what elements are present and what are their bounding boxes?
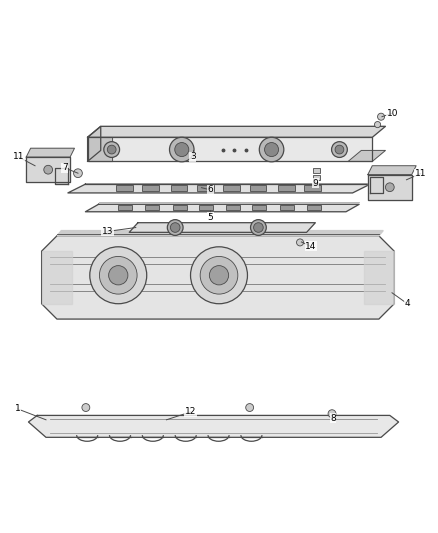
Polygon shape xyxy=(26,157,70,182)
Circle shape xyxy=(259,138,284,162)
Circle shape xyxy=(209,265,229,285)
Circle shape xyxy=(251,220,266,236)
Bar xyxy=(197,185,214,191)
Circle shape xyxy=(74,169,82,177)
Bar xyxy=(171,185,187,191)
Bar xyxy=(280,205,294,210)
Polygon shape xyxy=(68,184,370,193)
Polygon shape xyxy=(129,223,315,232)
Circle shape xyxy=(109,265,128,285)
Polygon shape xyxy=(368,166,416,174)
Polygon shape xyxy=(348,150,385,161)
Polygon shape xyxy=(26,148,74,157)
Circle shape xyxy=(170,223,180,232)
Bar xyxy=(252,205,266,210)
Circle shape xyxy=(378,113,385,120)
Polygon shape xyxy=(370,177,383,193)
Circle shape xyxy=(99,256,137,294)
Bar xyxy=(307,205,321,210)
Circle shape xyxy=(107,145,116,154)
Polygon shape xyxy=(42,251,72,304)
Circle shape xyxy=(246,403,254,411)
Polygon shape xyxy=(57,231,383,236)
Polygon shape xyxy=(42,236,394,319)
Bar xyxy=(313,167,320,173)
Polygon shape xyxy=(368,174,412,200)
Circle shape xyxy=(167,220,183,236)
Bar xyxy=(118,205,132,210)
Text: 7: 7 xyxy=(62,164,68,173)
Circle shape xyxy=(265,142,279,157)
Polygon shape xyxy=(28,415,399,437)
Circle shape xyxy=(90,247,147,304)
Polygon shape xyxy=(88,138,112,161)
Text: 11: 11 xyxy=(415,169,426,178)
Text: 3: 3 xyxy=(190,152,196,161)
Polygon shape xyxy=(364,251,394,304)
Bar xyxy=(313,174,320,180)
Polygon shape xyxy=(88,126,101,161)
Bar xyxy=(278,185,295,191)
Bar xyxy=(145,205,159,210)
Circle shape xyxy=(200,256,238,294)
Text: 4: 4 xyxy=(405,299,410,308)
Circle shape xyxy=(335,145,344,154)
Text: 10: 10 xyxy=(387,109,398,118)
Circle shape xyxy=(82,403,90,411)
Bar xyxy=(226,205,240,210)
Circle shape xyxy=(104,142,120,157)
Circle shape xyxy=(175,142,189,157)
Polygon shape xyxy=(88,126,385,138)
Bar xyxy=(304,185,321,191)
Text: 13: 13 xyxy=(102,227,113,236)
Polygon shape xyxy=(85,204,359,212)
Bar xyxy=(142,185,159,191)
Polygon shape xyxy=(55,168,68,184)
Bar xyxy=(250,185,266,191)
Bar xyxy=(173,205,187,210)
Text: 8: 8 xyxy=(330,414,336,423)
Text: 1: 1 xyxy=(14,405,21,414)
Text: 14: 14 xyxy=(305,242,317,251)
Polygon shape xyxy=(88,138,372,161)
Circle shape xyxy=(191,247,247,304)
Circle shape xyxy=(332,142,347,157)
Bar xyxy=(199,205,213,210)
Bar xyxy=(116,185,133,191)
Text: 11: 11 xyxy=(13,152,24,161)
Text: 9: 9 xyxy=(312,179,318,188)
Circle shape xyxy=(44,165,53,174)
Text: 5: 5 xyxy=(207,213,213,222)
Circle shape xyxy=(385,183,394,191)
Circle shape xyxy=(328,410,336,418)
Bar xyxy=(223,185,240,191)
Text: 12: 12 xyxy=(185,407,196,416)
Circle shape xyxy=(374,122,381,128)
Circle shape xyxy=(170,138,194,162)
Circle shape xyxy=(254,223,263,232)
Circle shape xyxy=(297,239,304,246)
Text: 6: 6 xyxy=(207,185,213,195)
